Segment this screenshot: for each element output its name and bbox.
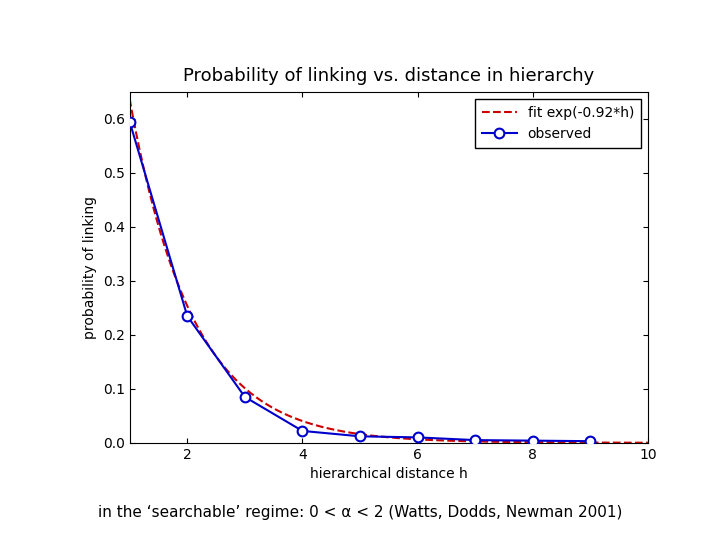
- observed: [240, 394, 249, 400]
- observed: [471, 437, 480, 443]
- fit exp(-0.92*h): [443, 437, 451, 444]
- fit exp(-0.92*h): [125, 96, 134, 102]
- observed: [413, 434, 422, 441]
- Legend: fit exp(-0.92*h), observed: fit exp(-0.92*h), observed: [475, 99, 641, 147]
- fit exp(-0.92*h): [562, 439, 571, 446]
- observed: [298, 428, 307, 434]
- fit exp(-0.92*h): [595, 440, 604, 446]
- fit exp(-0.92*h): [432, 437, 441, 443]
- X-axis label: hierarchical distance h: hierarchical distance h: [310, 467, 468, 481]
- observed: [528, 437, 537, 444]
- observed: [586, 438, 595, 444]
- fit exp(-0.92*h): [644, 440, 652, 446]
- Line: fit exp(-0.92*h): fit exp(-0.92*h): [130, 99, 648, 443]
- observed: [183, 313, 192, 319]
- Line: observed: observed: [125, 117, 595, 446]
- observed: [125, 118, 134, 125]
- fit exp(-0.92*h): [434, 437, 443, 443]
- fit exp(-0.92*h): [127, 105, 135, 112]
- Title: Probability of linking vs. distance in hierarchy: Probability of linking vs. distance in h…: [183, 66, 595, 85]
- observed: [356, 433, 364, 440]
- Y-axis label: probability of linking: probability of linking: [84, 196, 97, 339]
- Text: in the ‘searchable’ regime: 0 < α < 2 (Watts, Dodds, Newman 2001): in the ‘searchable’ regime: 0 < α < 2 (W…: [98, 505, 622, 521]
